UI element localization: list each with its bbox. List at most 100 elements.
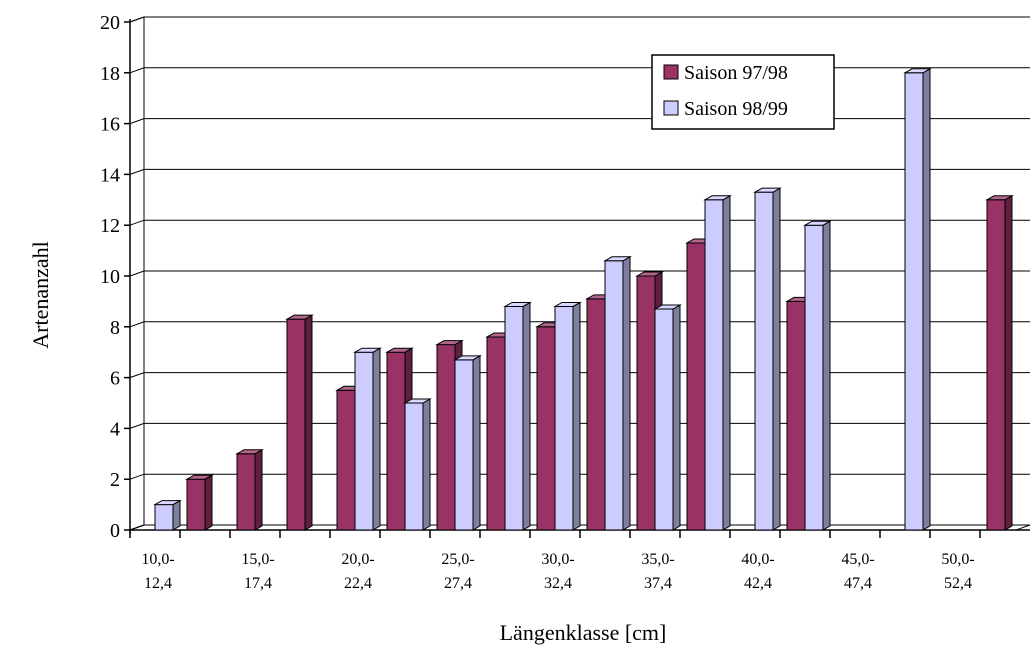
bar-top: [753, 187, 782, 193]
x-tick-label-14-line1: 45,0-: [841, 551, 874, 568]
x-axis-title: Längenklasse [cm]: [500, 620, 667, 645]
legend-label-saison-97-98: Saison 97/98: [684, 62, 788, 84]
y-tick-label-4: 4: [110, 418, 120, 440]
bar-top: [985, 195, 1014, 201]
y-tick-label-8: 8: [110, 317, 120, 339]
bar-side: [204, 474, 213, 531]
x-tick-label-12-line1: 40,0-: [741, 551, 774, 568]
bar-front: [336, 389, 356, 531]
bar-side: [304, 314, 313, 531]
bar-front: [986, 199, 1006, 531]
x-tick-label-0-line2: 12,4: [144, 575, 172, 592]
y-tick-label-10: 10: [100, 266, 120, 288]
legend-frame: [651, 54, 835, 130]
y-axis-title: Artenanzahl: [28, 241, 53, 349]
bar-side: [622, 255, 631, 531]
x-tick-label-16-line2: 52,4: [944, 575, 972, 592]
bar-saison-97-98-5: [385, 347, 414, 531]
bar-side: [572, 301, 581, 531]
y-tick-label-6: 6: [110, 368, 120, 390]
bar-top: [603, 256, 632, 262]
x-tick-label-6-line1: 25,0-: [441, 551, 474, 568]
x-tick-label-8-line1: 30,0-: [541, 551, 574, 568]
y-axis-ticks: 0 2 4 6 8 10 12 14 16 18 20: [100, 12, 130, 542]
bar-top: [435, 340, 464, 346]
bar-front: [704, 199, 724, 531]
bar-front: [754, 191, 774, 531]
bar-front: [554, 305, 574, 531]
x-tick-label-8-line2: 32,4: [544, 575, 572, 592]
bar-side: [472, 354, 481, 531]
y-tick-label-18: 18: [100, 63, 120, 85]
gridline-14: [129, 168, 1030, 175]
bar-front: [154, 504, 174, 531]
bar-top: [185, 474, 214, 480]
bar-top: [503, 301, 532, 307]
bar-saison-98-99-0: [153, 499, 182, 531]
bar-saison-98-99-6: [453, 354, 482, 531]
x-tick-label-6-line2: 27,4: [444, 575, 472, 592]
bars: [153, 67, 1014, 531]
x-tick-label-12-line2: 42,4: [744, 575, 772, 592]
bar-saison-98-99-15: [903, 67, 932, 531]
bar-side: [1004, 194, 1013, 531]
bar-side: [822, 220, 831, 531]
x-tick-label-14-line2: 47,4: [844, 575, 872, 592]
bar-front: [504, 305, 524, 531]
gridline-10: [129, 270, 1030, 277]
bar-saison-98-99-5: [403, 398, 432, 531]
bar-top: [553, 301, 582, 307]
bar-front: [286, 318, 306, 531]
bar-front: [804, 224, 824, 531]
legend-swatch-saison-98-99: [663, 100, 679, 116]
gridline-16: [129, 118, 1030, 125]
x-tick-label-16-line1: 50,0-: [941, 551, 974, 568]
bar-saison-97-98-17: [985, 194, 1014, 531]
bar-front: [436, 344, 456, 531]
bar-front: [486, 336, 506, 531]
bar-front: [636, 275, 656, 531]
bar-top: [285, 314, 314, 320]
gridline-12: [129, 219, 1030, 226]
x-tick-label-2-line2: 17,4: [244, 575, 272, 592]
bar-front: [586, 298, 606, 531]
bar-side: [522, 301, 531, 531]
y-tick-label-12: 12: [100, 215, 120, 237]
bar-top: [153, 500, 182, 506]
bar-front: [786, 300, 806, 531]
bar-side: [722, 194, 731, 531]
bar-top: [653, 304, 682, 310]
bar-front: [454, 359, 474, 531]
y-tick-label-20: 20: [100, 12, 120, 34]
bar-top: [235, 449, 264, 455]
legend: Saison 97/98 Saison 98/99: [651, 54, 835, 130]
bar-front: [354, 351, 374, 531]
bar-top: [703, 195, 732, 201]
x-tick-label-4-line1: 20,0-: [341, 551, 374, 568]
bar-saison-98-99-9: [603, 255, 632, 531]
bar-side: [254, 448, 263, 531]
bar-front: [686, 242, 706, 531]
bar-top: [353, 347, 382, 353]
gridline-20: [129, 16, 1030, 23]
bar-saison-97-98-2: [235, 448, 264, 531]
bar-side: [422, 398, 431, 531]
bar-front: [604, 260, 624, 531]
bar-saison-98-99-11: [703, 194, 732, 531]
bar-front: [186, 478, 206, 531]
bar-front: [236, 453, 256, 531]
bar-saison-98-99-13: [803, 220, 832, 531]
bar-top: [453, 355, 482, 361]
bar-top: [385, 347, 414, 353]
x-tick-label-0-line1: 10,0-: [141, 551, 174, 568]
x-tick-label-10-line2: 37,4: [644, 575, 672, 592]
y-tick-label-2: 2: [110, 469, 120, 491]
legend-label-saison-98-99: Saison 98/99: [684, 98, 788, 120]
bar-front: [386, 351, 406, 531]
x-tick-label-10-line1: 35,0-: [641, 551, 674, 568]
y-tick-label-16: 16: [100, 114, 120, 136]
x-tick-label-4-line2: 22,4: [344, 575, 372, 592]
bar-saison-98-99-7: [503, 301, 532, 531]
bar-saison-98-99-10: [653, 304, 682, 531]
bar-saison-97-98-1: [185, 474, 214, 531]
